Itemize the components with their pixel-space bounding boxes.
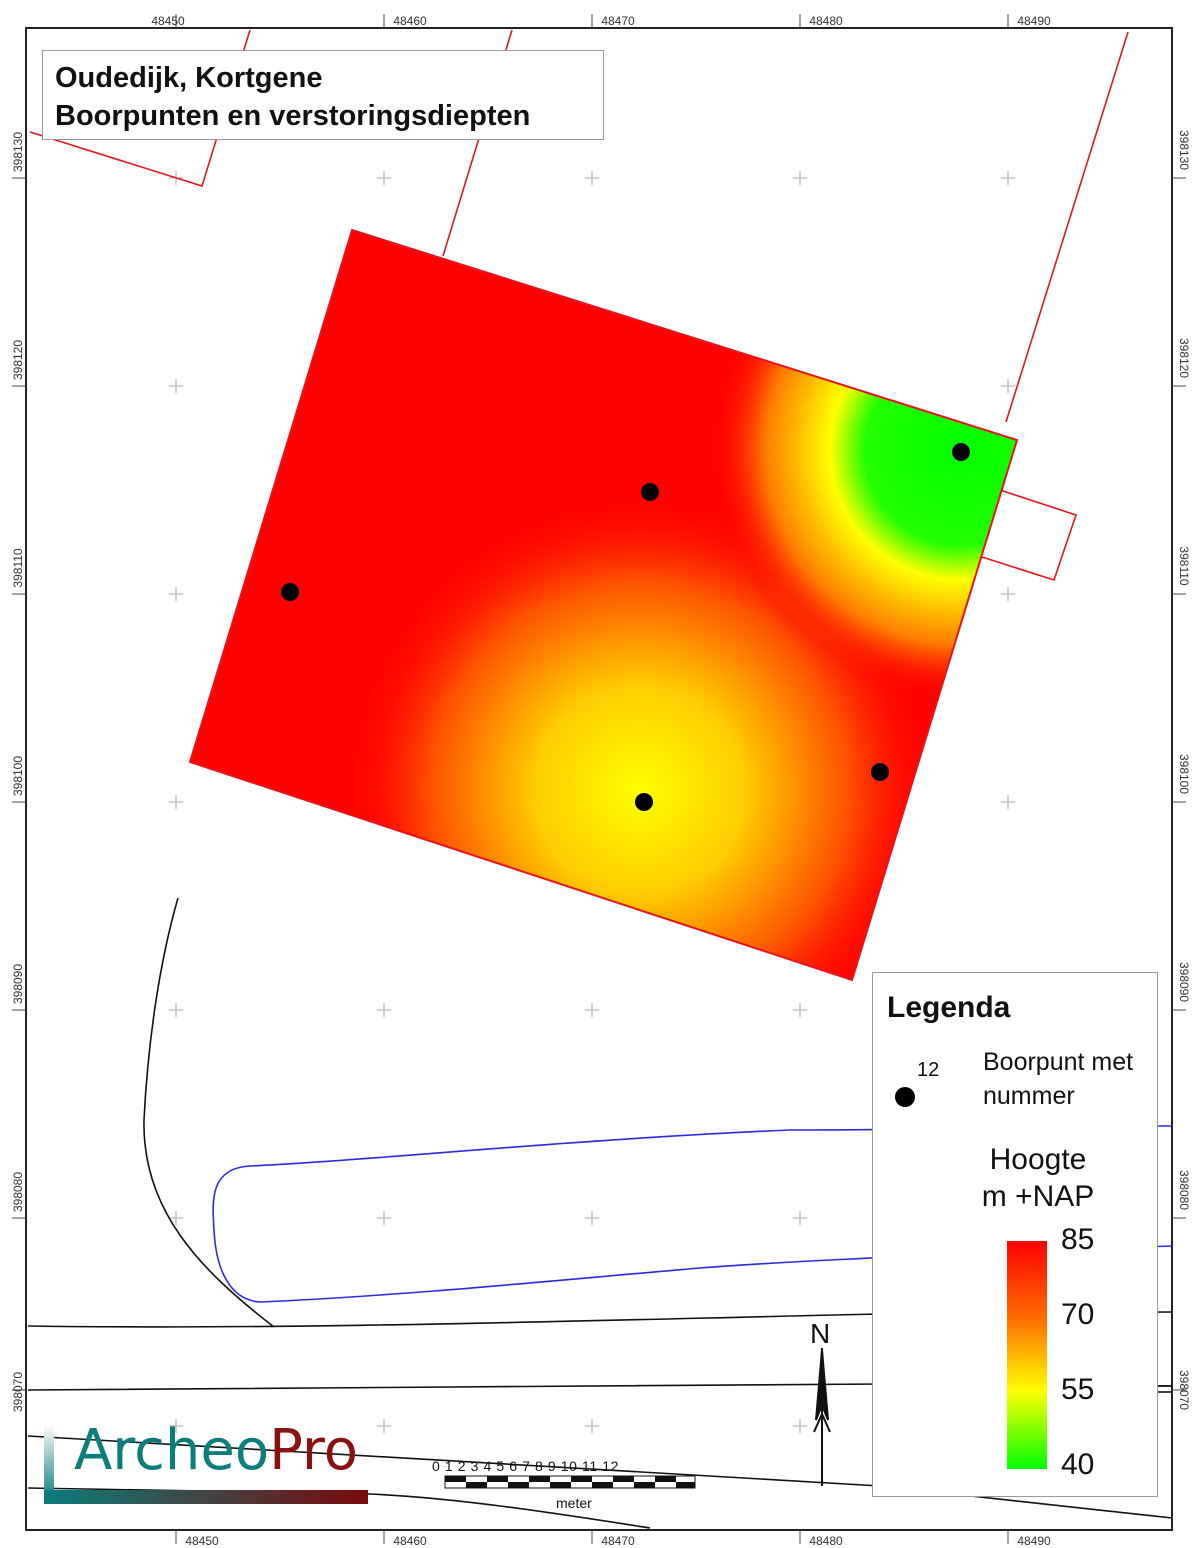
bore-point — [641, 483, 659, 501]
y-tick-left: 398090 — [11, 964, 25, 1004]
ramp-label: 70 — [1061, 1298, 1095, 1331]
y-tick-left: 398080 — [11, 1172, 25, 1212]
logo-bar-horizontal — [44, 1490, 368, 1504]
legend-panel: Legenda 12 Boorpunt met nummer Hoogte m … — [872, 972, 1158, 1497]
color-ramp — [1007, 1241, 1047, 1469]
bore-point-label-line2: nummer — [983, 1082, 1075, 1110]
y-tick-right: 398090 — [1177, 962, 1191, 1002]
bore-point — [952, 443, 970, 461]
y-tick-left: 398120 — [11, 340, 25, 380]
ramp-title-line2: m +NAP — [981, 1180, 1095, 1213]
bore-point-symbol-icon — [895, 1087, 915, 1107]
north-label: N — [810, 1318, 831, 1349]
y-tick-left: 398070 — [11, 1372, 25, 1412]
bore-point-label-line1: Boorpunt met — [983, 1048, 1134, 1076]
scale-bar-numbers: 0 1 2 3 4 5 6 7 8 9 10 11 12 — [432, 1458, 620, 1474]
ramp-label: 55 — [1061, 1373, 1095, 1406]
x-tick-bottom: 48460 — [393, 1534, 427, 1548]
y-tick-right: 398070 — [1177, 1370, 1191, 1410]
y-tick-left: 398130 — [11, 132, 25, 172]
ramp-title-line1: Hoogte — [989, 1143, 1087, 1176]
y-tick-left: 398100 — [11, 756, 25, 796]
ramp-label: 85 — [1061, 1223, 1095, 1256]
scale-bar — [444, 1475, 696, 1489]
y-tick-right: 398100 — [1177, 754, 1191, 794]
survey-area-outline — [188, 228, 1019, 982]
logo-text: ArcheoPro — [74, 1418, 358, 1483]
x-tick-bottom: 48490 — [1017, 1534, 1051, 1548]
scale-bar-unit: meter — [556, 1495, 592, 1511]
y-tick-left: 398110 — [11, 548, 25, 587]
ramp-label: 40 — [1061, 1448, 1095, 1481]
bore-point-label: Boorpunt met nummer — [983, 1045, 1133, 1113]
y-tick-right: 398080 — [1177, 1170, 1191, 1210]
edge-ticks — [12, 14, 1186, 1544]
x-tick-bottom: 48480 — [809, 1534, 843, 1548]
x-tick-top: 48480 — [809, 14, 843, 28]
interpolation-surface — [190, 230, 1017, 980]
x-tick-top: 48470 — [601, 14, 635, 28]
bore-point-sample-number: 12 — [917, 1059, 940, 1081]
map-subtitle: Boorpunten en verstoringsdiepten — [55, 100, 531, 132]
y-tick-right: 398120 — [1177, 338, 1191, 378]
x-tick-top: 48490 — [1017, 14, 1051, 28]
y-tick-right: 398110 — [1177, 546, 1191, 585]
logo-text-pro: Pro — [269, 1418, 358, 1483]
north-arrow-icon — [813, 1348, 831, 1486]
archeopro-logo: ArcheoPro — [44, 1418, 370, 1506]
y-tick-right: 398130 — [1177, 130, 1191, 170]
bore-point — [635, 793, 653, 811]
legend-title: Legenda — [887, 991, 1011, 1024]
x-tick-bottom: 48470 — [601, 1534, 635, 1548]
ramp-title: Hoogte m +NAP — [963, 1141, 1113, 1215]
bore-point — [281, 583, 299, 601]
x-tick-top: 48460 — [393, 14, 427, 28]
x-tick-bottom: 48450 — [185, 1534, 219, 1548]
logo-text-archeo: Archeo — [74, 1418, 270, 1483]
water-line — [212, 1125, 1173, 1303]
logo-bar-vertical — [44, 1424, 54, 1500]
x-tick-top: 48450 — [151, 14, 185, 28]
map-title-box: Oudedijk, Kortgene Boorpunten en verstor… — [42, 50, 604, 140]
map-frame — [25, 27, 1173, 1531]
map-title: Oudedijk, Kortgene — [55, 62, 323, 94]
bore-point — [871, 763, 889, 781]
road-lines — [27, 897, 1173, 1529]
